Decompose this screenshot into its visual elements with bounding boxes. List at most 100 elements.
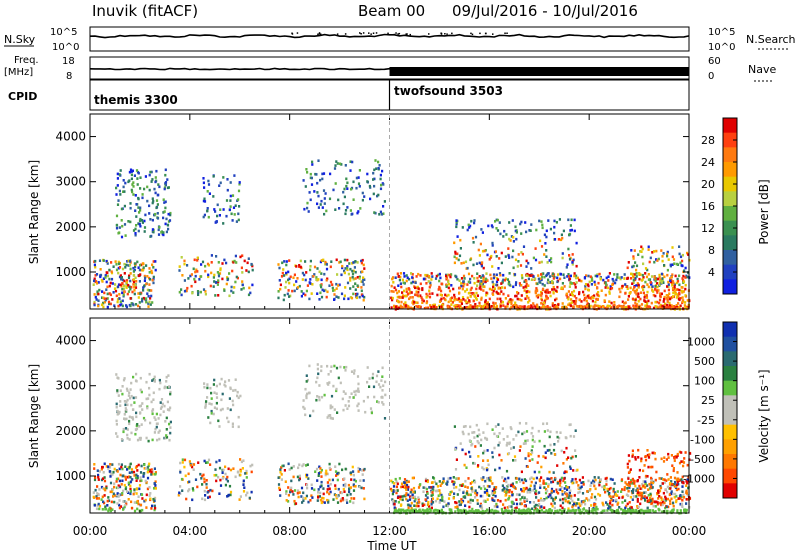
range-gate-cell xyxy=(119,389,122,392)
range-gate-cell xyxy=(361,473,364,476)
range-gate-cell xyxy=(139,476,142,479)
range-gate-cell xyxy=(528,487,532,491)
range-gate-cell xyxy=(595,304,598,308)
range-gate-cell xyxy=(453,296,456,299)
range-gate-cell xyxy=(593,280,596,284)
range-gate-cell xyxy=(658,508,661,512)
range-gate-cell xyxy=(614,494,617,497)
range-gate-cell xyxy=(642,288,645,292)
range-gate-cell xyxy=(93,293,96,296)
range-gate-cell xyxy=(542,455,545,458)
range-gate-cell xyxy=(163,187,166,191)
range-gate-cell xyxy=(484,306,487,309)
range-gate-cell xyxy=(518,449,521,452)
range-gate-cell xyxy=(549,280,552,284)
range-gate-cell xyxy=(491,244,494,247)
range-gate-cell xyxy=(460,262,463,265)
range-gate-cell xyxy=(448,289,452,293)
range-gate-cell xyxy=(594,300,597,304)
range-gate-cell xyxy=(183,289,187,293)
range-gate-cell xyxy=(584,287,587,291)
range-gate-cell xyxy=(660,496,663,499)
range-gate-cell xyxy=(217,261,220,264)
range-gate-cell xyxy=(320,395,324,399)
range-gate-cell xyxy=(663,501,666,505)
range-gate-cell xyxy=(296,491,299,495)
range-gate-cell xyxy=(551,504,554,508)
range-gate-cell xyxy=(118,303,122,307)
range-gate-cell xyxy=(289,275,292,279)
range-gate-cell xyxy=(684,266,687,270)
range-gate-cell xyxy=(562,273,565,276)
range-gate-cell xyxy=(686,251,689,255)
range-gate-cell xyxy=(482,289,485,292)
range-gate-cell xyxy=(418,501,421,504)
range-gate-cell xyxy=(393,503,396,506)
range-gate-cell xyxy=(530,278,533,281)
range-gate-cell xyxy=(372,192,375,196)
range-gate-cell xyxy=(213,474,216,477)
range-gate-cell xyxy=(320,468,323,472)
range-gate-cell xyxy=(570,497,573,500)
range-gate-cell xyxy=(149,170,152,174)
range-gate-cell xyxy=(431,487,434,490)
range-gate-cell xyxy=(306,284,309,287)
range-gate-cell xyxy=(511,298,514,302)
range-gate-cell xyxy=(108,466,112,469)
range-gate-cell xyxy=(125,501,128,504)
range-gate-cell xyxy=(238,181,241,184)
range-gate-cell xyxy=(285,499,288,502)
range-gate-cell xyxy=(287,462,290,466)
range-gate-cell xyxy=(346,265,349,268)
range-gate-cell xyxy=(514,509,518,513)
range-gate-cell xyxy=(499,273,502,277)
range-gate-cell xyxy=(634,458,637,461)
range-gate-cell xyxy=(486,492,489,495)
range-gate-cell xyxy=(499,286,502,290)
range-gate-cell xyxy=(684,301,687,304)
range-gate-cell xyxy=(492,493,495,497)
range-gate-cell xyxy=(189,464,192,467)
range-gate-cell xyxy=(293,499,296,503)
range-gate-cell xyxy=(553,219,556,223)
range-gate-cell xyxy=(594,283,597,286)
range-gate-cell xyxy=(340,292,344,296)
range-gate-cell xyxy=(644,482,647,485)
range-gate-cell xyxy=(550,496,553,500)
range-gate-cell xyxy=(343,297,346,301)
range-gate-cell xyxy=(134,233,137,237)
range-gate-cell xyxy=(413,504,416,507)
range-gate-cell xyxy=(343,187,346,191)
nsearch-dot xyxy=(344,33,347,35)
colorbar-tick-label: 20 xyxy=(701,178,715,191)
range-gate-cell xyxy=(527,284,530,287)
range-gate-cell xyxy=(402,508,405,512)
range-gate-cell xyxy=(558,218,561,221)
range-gate-cell xyxy=(357,387,360,391)
range-gate-cell xyxy=(445,277,448,281)
range-gate-cell xyxy=(455,221,458,224)
nsearch-dot xyxy=(368,32,370,34)
range-gate-cell xyxy=(293,283,296,287)
range-gate-cell xyxy=(143,219,146,223)
range-gate-cell xyxy=(580,279,583,283)
range-gate-cell xyxy=(135,473,138,477)
range-gate-cell xyxy=(95,273,99,276)
range-gate-cell xyxy=(411,280,415,284)
range-gate-cell xyxy=(545,235,548,239)
range-gate-cell xyxy=(127,498,130,501)
range-gate-cell xyxy=(250,470,253,474)
range-gate-cell xyxy=(666,490,669,494)
range-gate-cell xyxy=(343,366,346,369)
range-gate-cell xyxy=(151,379,154,382)
range-gate-cell xyxy=(101,290,104,293)
range-gate-cell xyxy=(627,477,630,480)
range-gate-cell xyxy=(612,305,615,309)
range-gate-cell xyxy=(445,504,448,507)
range-gate-cell xyxy=(149,303,152,306)
range-gate-cell xyxy=(239,458,242,461)
range-gate-cell xyxy=(357,176,360,179)
range-gate-cell xyxy=(652,306,656,310)
range-gate-cell xyxy=(628,481,631,484)
range-gate-cell xyxy=(582,508,585,511)
